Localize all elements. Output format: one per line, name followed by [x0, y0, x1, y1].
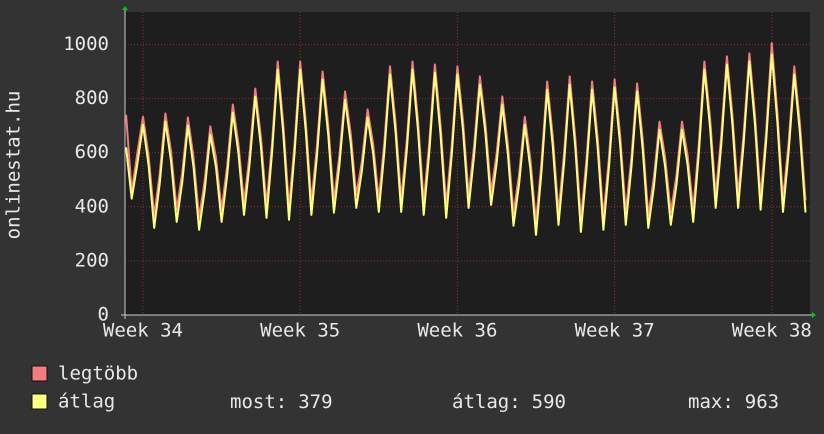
legend-swatch [31, 393, 48, 410]
legend-swatch [31, 365, 48, 382]
y-tick-label: 800 [75, 87, 109, 109]
stat-label: átlag: [452, 391, 521, 413]
y-axis-arrow [122, 6, 128, 10]
x-tick-label: Week 34 [103, 320, 183, 342]
y-tick-label: 200 [75, 249, 109, 271]
stat-value: 963 [745, 391, 779, 413]
x-tick-label: Week 38 [732, 320, 812, 342]
y-tick-label: 400 [75, 195, 109, 217]
stat-value: 379 [298, 391, 332, 413]
series-line [125, 53, 807, 236]
legend-stat: átlag: 590 [452, 391, 566, 413]
legend-stat: most: 379 [230, 391, 333, 413]
x-tick-label: Week 37 [575, 320, 655, 342]
x-tick-label: Week 36 [417, 320, 497, 342]
y-axis-label: onlinestat.hu [3, 91, 25, 240]
x-axis-arrow [812, 312, 816, 318]
x-tick-label: Week 35 [260, 320, 340, 342]
stat-label: max: [688, 391, 734, 413]
legend-label: legtöbb [58, 363, 138, 385]
legend-label: átlag [58, 391, 115, 413]
legend-stat: max: 963 [688, 391, 779, 413]
y-tick-label: 600 [75, 141, 109, 163]
stat-label: most: [230, 391, 287, 413]
y-tick-label: 0 [98, 304, 109, 326]
stat-value: 590 [532, 391, 566, 413]
y-tick-label: 1000 [63, 33, 109, 55]
